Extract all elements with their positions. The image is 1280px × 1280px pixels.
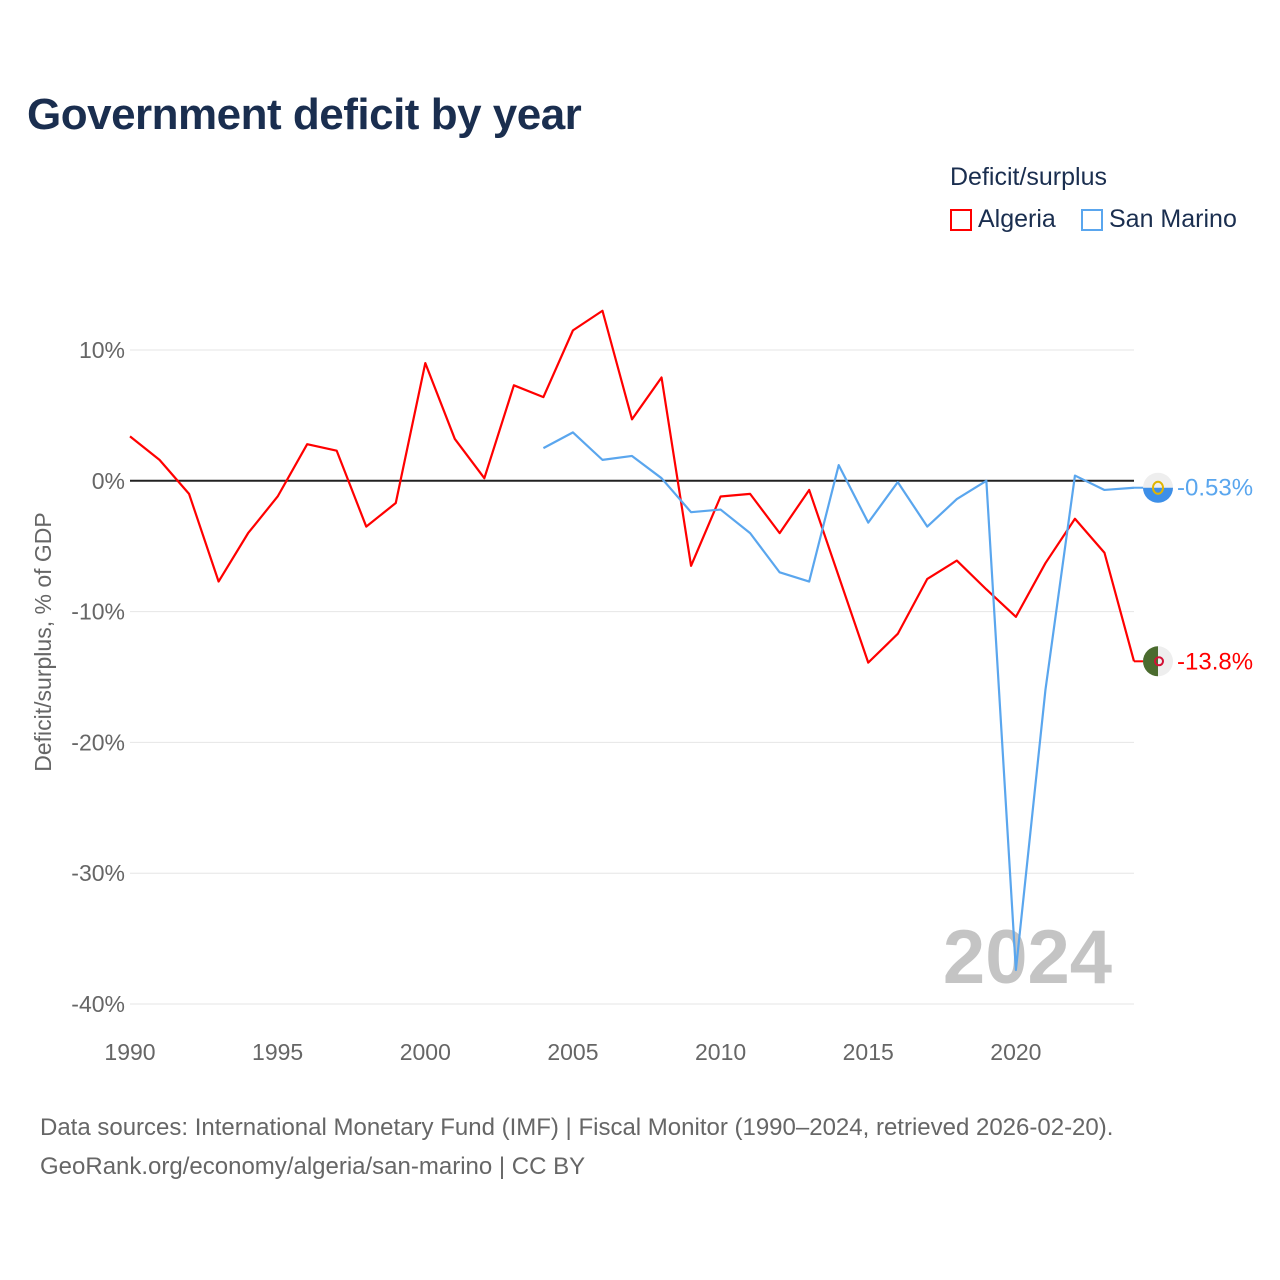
legend-item-san-marino[interactable]: San Marino	[1081, 205, 1237, 234]
legend-title: Deficit/surplus	[950, 163, 1107, 191]
y-tick-label: -40%	[71, 991, 125, 1017]
x-tick-label: 1995	[252, 1039, 303, 1065]
y-tick-label: 0%	[92, 468, 125, 494]
x-tick-label: 2005	[547, 1039, 598, 1065]
legend-label: Algeria	[978, 205, 1056, 233]
x-tick-label: 2010	[695, 1039, 746, 1065]
series-line-san-marino	[542, 431, 1135, 972]
y-tick-label: -30%	[71, 860, 125, 886]
chart-title: Government deficit by year	[27, 90, 582, 139]
algeria-flag-green	[1143, 646, 1158, 677]
y-tick-label: -20%	[71, 729, 125, 755]
source-link[interactable]: GeoRank.org/economy/algeria/san-marino |…	[40, 1153, 586, 1180]
legend-label: San Marino	[1109, 205, 1237, 233]
san-marino-flag-emblem	[1152, 480, 1164, 495]
y-axis-label: Deficit/surplus, % of GDP	[30, 512, 56, 771]
san-marino-flag-blue	[1143, 487, 1173, 503]
x-tick-label: 1990	[104, 1039, 155, 1065]
end-value-label: -0.53%	[1177, 475, 1253, 502]
y-tick-label: -10%	[71, 599, 125, 625]
source-note: Data sources: International Monetary Fun…	[40, 1114, 1114, 1141]
legend-item-algeria[interactable]: Algeria	[950, 205, 1056, 234]
footer: Data sources: International Monetary Fun…	[40, 1108, 1113, 1186]
year-watermark: 2024	[943, 915, 1112, 1000]
algeria-flag-crescent	[1154, 656, 1164, 667]
x-tick-label: 2015	[843, 1039, 894, 1065]
legend-swatch-algeria	[950, 208, 972, 231]
y-tick-label: 10%	[79, 337, 125, 363]
series-line-algeria	[129, 309, 1136, 664]
x-tick-label: 2020	[990, 1039, 1041, 1065]
x-tick-label: 2000	[400, 1039, 451, 1065]
end-value-label: -13.8%	[1177, 648, 1253, 675]
legend-swatch-san-marino	[1081, 208, 1103, 231]
